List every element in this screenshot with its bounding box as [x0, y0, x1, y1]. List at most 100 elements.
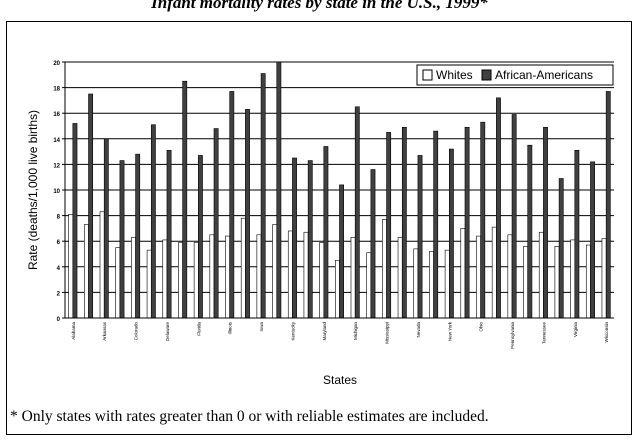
bar-african-americans [386, 132, 392, 319]
bar-african-americans [276, 61, 282, 319]
bar-whites [99, 211, 105, 319]
y-tick-label: 2 [57, 291, 61, 297]
x-tick-label: Alabama [71, 322, 76, 340]
bar-african-americans [370, 169, 376, 319]
bars [68, 61, 611, 319]
bar-whites [193, 242, 199, 319]
bar-whites [146, 249, 152, 319]
x-tick-label: Pennsylvania [510, 322, 515, 349]
legend-label-whites: Whites [436, 68, 473, 82]
bar-african-americans [433, 130, 439, 319]
x-tick-label: Maryland [322, 322, 327, 341]
y-tick-label: 20 [53, 61, 60, 67]
bar-whites [491, 226, 497, 319]
bar-whites [178, 242, 183, 319]
bar-whites [84, 224, 89, 319]
bar-whites [225, 235, 230, 319]
x-tick-label: Wisconsin [604, 322, 609, 343]
bar-african-americans [323, 146, 329, 319]
bar-african-americans [511, 114, 517, 319]
bar-african-americans [496, 97, 501, 319]
x-tick-label: Mississippi [385, 322, 390, 344]
bar-african-americans [150, 124, 156, 319]
bar-whites [570, 239, 576, 319]
bar-african-americans [558, 178, 564, 319]
bar-whites [256, 234, 262, 319]
x-tick-label: Iowa [259, 322, 264, 332]
bar-african-americans [605, 91, 611, 319]
bar-african-americans [260, 73, 266, 319]
y-tick-label: 14 [53, 138, 60, 144]
x-tick-label: Florida [196, 322, 201, 336]
x-tick-label: Tennessee [541, 322, 546, 344]
bar-whites [538, 231, 544, 319]
bar-african-americans [574, 150, 580, 319]
bar-whites [350, 237, 356, 319]
y-axis-label: Rate (deaths/1,000 live births) [26, 110, 40, 270]
y-tick-label: 0 [57, 317, 61, 323]
bar-whites [507, 234, 513, 319]
x-tick-labels: Alabama Arkansas Colorado Delaware Florida Il… [71, 321, 609, 349]
x-tick-label: Illinois [228, 321, 233, 334]
bar-african-americans [354, 106, 360, 319]
bar-whites [366, 252, 372, 319]
bar-african-americans [182, 80, 188, 319]
bar-african-americans [543, 126, 548, 319]
bar-whites [287, 230, 293, 319]
y-tick-labels: 0 2 4 6 8 10 12 14 16 18 20 [53, 61, 60, 323]
bar-whites [585, 244, 591, 319]
legend-box [416, 64, 614, 86]
bar-african-americans [464, 126, 470, 319]
bar-african-americans [166, 150, 172, 319]
x-tick-label: Virginia [573, 322, 578, 337]
x-tick-label: Arkansas [102, 321, 107, 341]
bar-african-americans [245, 109, 250, 319]
bar-whites [429, 251, 434, 319]
bar-whites [240, 217, 246, 319]
bar-african-americans [72, 123, 78, 319]
bar-african-americans [198, 155, 203, 319]
footnote: * Only states with rates greater than 0 … [10, 408, 489, 425]
bar-whites [554, 246, 560, 319]
bar-african-americans [590, 161, 595, 319]
bar-whites [397, 237, 403, 319]
bar-whites [319, 242, 325, 319]
y-tick-label: 18 [53, 87, 60, 93]
y-tick-label: 4 [57, 266, 61, 272]
bar-whites [68, 214, 74, 319]
x-tick-label: Nevada [416, 322, 421, 338]
bar-whites [115, 247, 121, 319]
bar-whites [382, 219, 387, 319]
x-tick-label: Kentucky [290, 321, 295, 340]
bar-whites [209, 234, 215, 319]
bar-african-americans [292, 157, 297, 319]
legend: Whites African-Americans [416, 64, 614, 86]
bar-african-americans [480, 121, 486, 319]
bar-african-americans [339, 184, 344, 319]
bar-whites [131, 237, 136, 319]
bar-african-americans [401, 126, 407, 319]
bar-african-americans [103, 138, 109, 319]
bar-whites [334, 260, 340, 319]
y-tick-label: 8 [57, 215, 61, 221]
x-axis-label: States [323, 373, 357, 387]
chart-title: Infant mortality rates by state in the U… [151, 0, 488, 12]
bar-african-americans [213, 128, 219, 319]
bar-whites [303, 231, 309, 319]
bar-african-americans [527, 144, 533, 319]
x-tick-label: Colorado [134, 322, 139, 341]
bar-african-americans [119, 160, 125, 319]
bar-whites [523, 246, 529, 319]
x-tick-label: Michigan [353, 322, 358, 341]
bar-african-americans [135, 153, 141, 319]
x-tick-label: New York [447, 321, 452, 341]
bar-whites [272, 224, 278, 319]
bar-whites [601, 238, 607, 319]
legend-label-african-americans: African-Americans [495, 68, 593, 82]
y-tick-label: 16 [53, 112, 60, 118]
bar-african-americans [307, 160, 313, 319]
bar-african-americans [417, 155, 423, 319]
legend-swatch-african-americans [481, 69, 492, 81]
bar-whites [413, 248, 419, 319]
